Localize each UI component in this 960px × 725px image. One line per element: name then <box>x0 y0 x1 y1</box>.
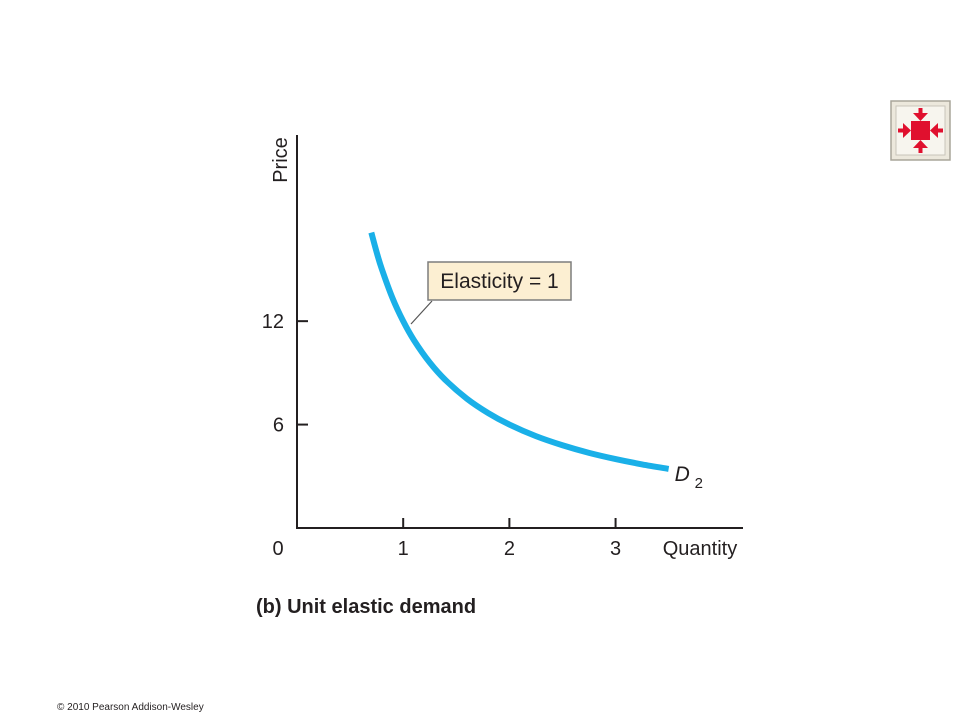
button-icon[interactable] <box>898 108 943 153</box>
x-tick-label: 0 <box>272 538 283 560</box>
curve-label: D <box>675 463 690 486</box>
expand-button[interactable] <box>890 100 951 161</box>
x-axis-label: Quantity <box>663 538 737 560</box>
y-tick-label: 6 <box>273 415 284 437</box>
annotation-box <box>427 261 572 301</box>
annotation-text: Elasticity = 1 <box>440 270 558 293</box>
x-tick-label: 2 <box>504 538 515 560</box>
annotation-leader <box>410 300 433 325</box>
y-axis-label: Price <box>270 137 292 183</box>
x-tick-label: 1 <box>398 538 409 560</box>
y-tick-label: 12 <box>262 311 284 333</box>
copyright-footer: © 2010 Pearson Addison-Wesley <box>57 702 204 713</box>
demand-curve <box>368 231 670 472</box>
curve-label-subscript: 2 <box>695 475 703 492</box>
chart-caption: (b) Unit elastic demand <box>256 596 476 618</box>
x-tick-label: 3 <box>610 538 621 560</box>
